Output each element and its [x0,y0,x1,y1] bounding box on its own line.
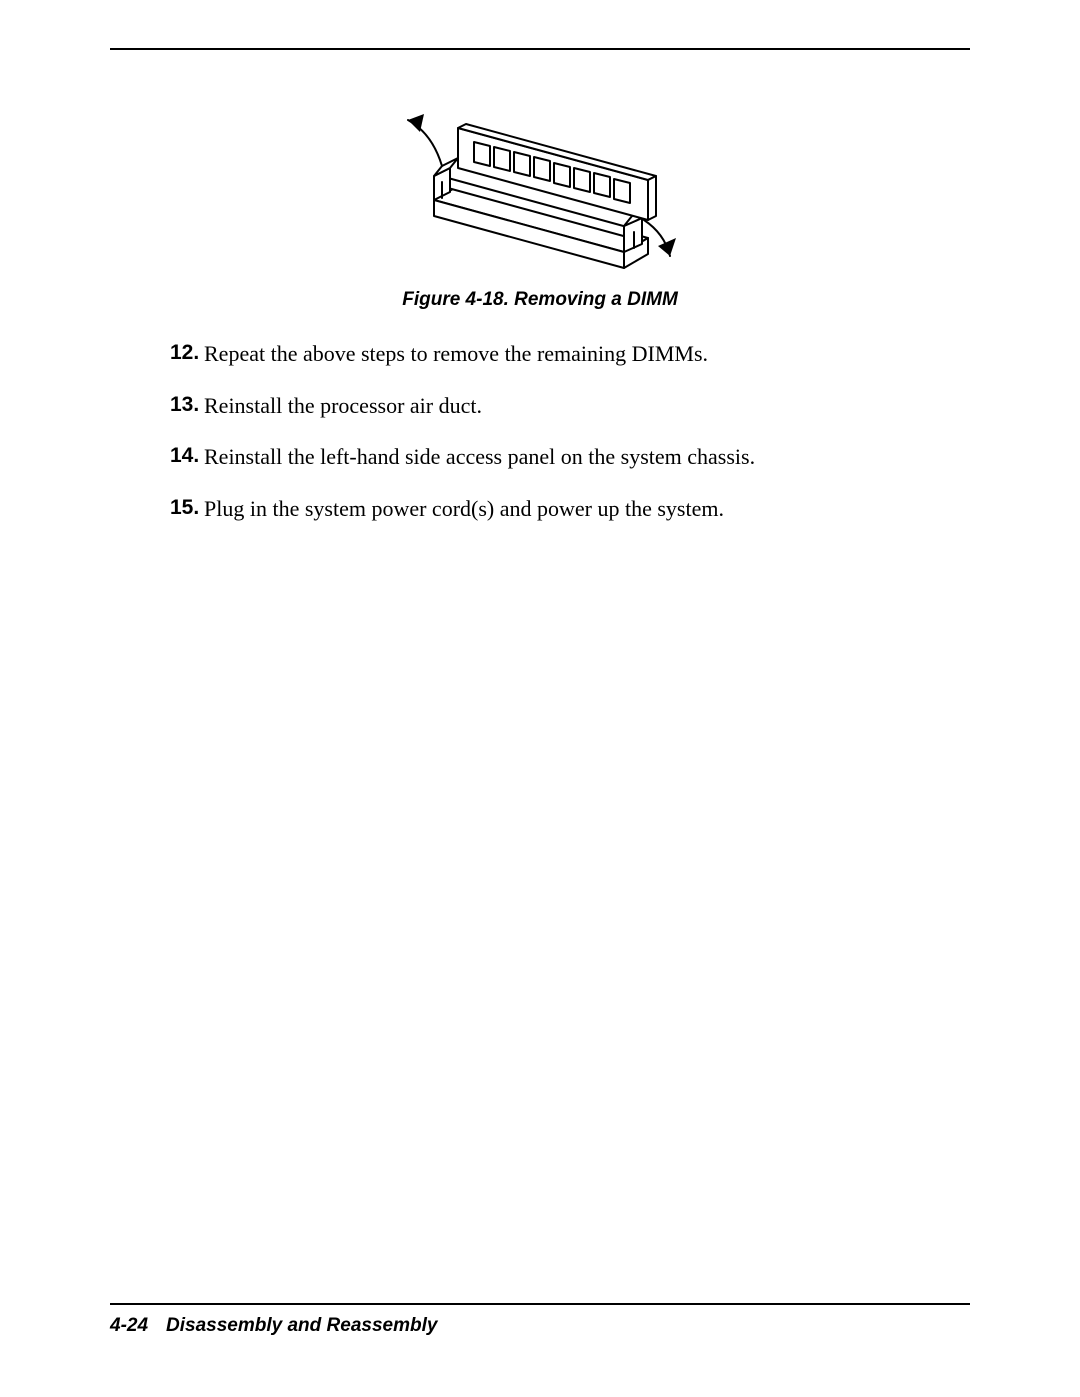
step-text: Reinstall the left-hand side access pane… [204,442,755,472]
page-footer: 4-24 Disassembly and Reassembly [110,1303,970,1337]
figure-caption: Figure 4-18. Removing a DIMM [110,289,970,311]
footer-page-number: 4-24 [110,1315,148,1336]
top-rule [110,48,970,50]
bottom-rule [110,1303,970,1305]
step-number: 12. [170,339,204,369]
figure-container: Figure 4-18. Removing a DIMM [110,70,970,311]
step-item: 13. Reinstall the processor air duct. [170,391,930,421]
dimm-diagram [390,70,690,270]
step-text: Repeat the above steps to remove the rem… [204,339,708,369]
footer-section-title: Disassembly and Reassembly [166,1315,437,1336]
step-item: 14. Reinstall the left-hand side access … [170,442,930,472]
step-number: 13. [170,391,204,421]
step-text: Plug in the system power cord(s) and pow… [204,494,724,524]
step-number: 14. [170,442,204,472]
step-item: 12. Repeat the above steps to remove the… [170,339,930,369]
step-list: 12. Repeat the above steps to remove the… [170,339,930,524]
step-text: Reinstall the processor air duct. [204,391,482,421]
document-page: Figure 4-18. Removing a DIMM 12. Repeat … [0,0,1080,1397]
step-number: 15. [170,494,204,524]
step-item: 15. Plug in the system power cord(s) and… [170,494,930,524]
footer-text: 4-24 Disassembly and Reassembly [110,1315,970,1337]
